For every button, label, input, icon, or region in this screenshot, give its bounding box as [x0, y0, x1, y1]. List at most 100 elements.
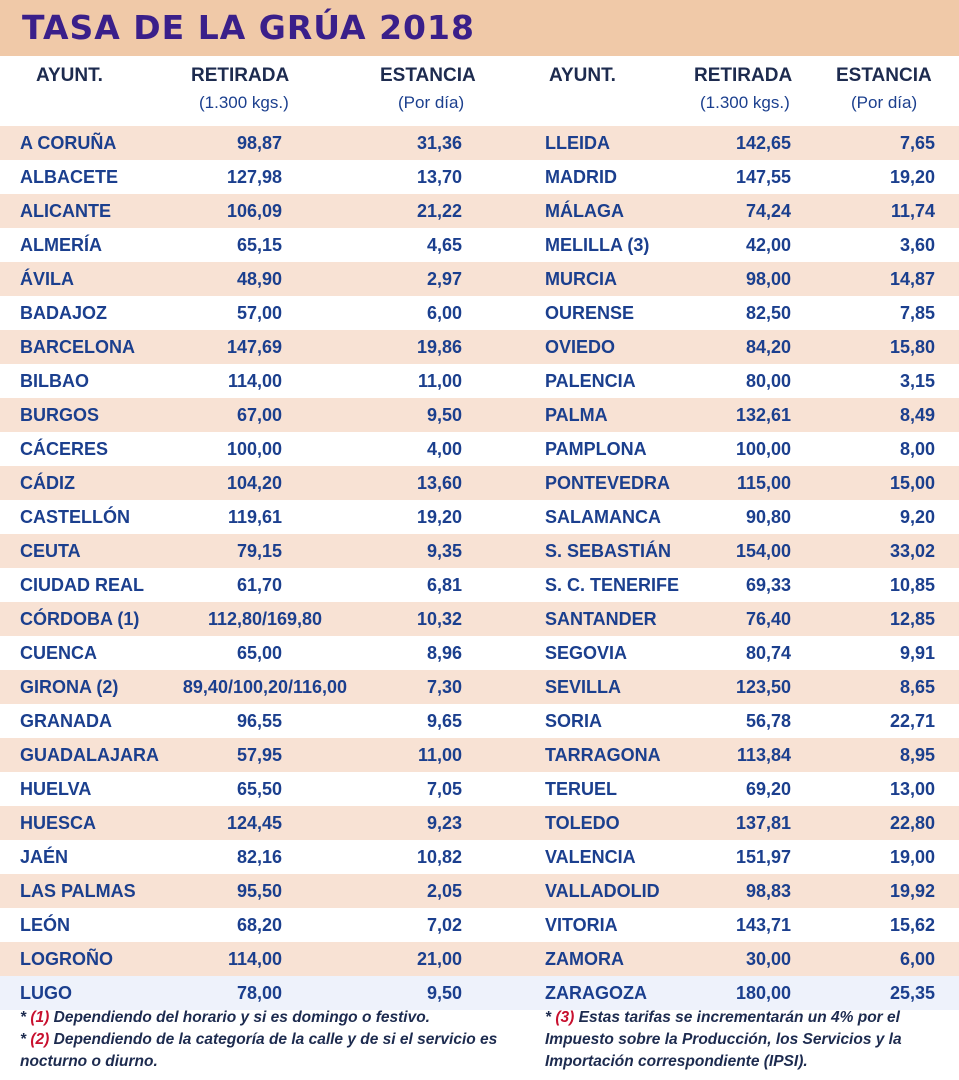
- cell-ayunt-right: PONTEVEDRA: [545, 473, 671, 493]
- cell-estancia-left: 9,50: [426, 983, 462, 1003]
- cell-estancia-left: 10,32: [416, 609, 462, 629]
- footnote-2-mark: (2): [30, 1031, 50, 1048]
- cell-retirada-right: 142,65: [735, 133, 791, 153]
- cell-ayunt-right: TERUEL: [545, 779, 617, 799]
- cell-retirada-left: 61,70: [236, 575, 282, 595]
- cell-retirada-right: 74,24: [745, 201, 791, 221]
- cell-retirada-right: 69,33: [745, 575, 791, 595]
- table-row: ALICANTE 106,09 21,22 MÁLAGA 74,24 11,74: [0, 194, 959, 228]
- cell-ayunt-left: CEUTA: [20, 541, 81, 561]
- cell-retirada-right: 69,20: [745, 779, 791, 799]
- table-row: BARCELONA 147,69 19,86 OVIEDO 84,20 15,80: [0, 330, 959, 364]
- cell-ayunt-right: MÁLAGA: [545, 201, 624, 221]
- table-row: CÓRDOBA (1) 112,80/169,80 10,32 SANTANDER 76…: [0, 602, 959, 636]
- cell-estancia-right: 8,00: [899, 439, 935, 459]
- cell-ayunt-left: BILBAO: [20, 371, 89, 391]
- table-row: CASTELLÓN 119,61 19,20 SALAMANCA 90,80 9,20: [0, 500, 959, 534]
- footnote-1-mark: (1): [30, 1009, 50, 1026]
- cell-ayunt-right: ZARAGOZA: [545, 983, 647, 1003]
- cell-retirada-left: 112,80/169,80: [207, 609, 323, 629]
- cell-estancia-right: 22,71: [889, 711, 935, 731]
- cell-retirada-right: 80,00: [745, 371, 791, 391]
- footnote-1: * (1) Dependiendo del horario y si es do…: [20, 1009, 430, 1026]
- table-row: GRANADA 96,55 9,65 SORIA 56,78 22,71: [0, 704, 959, 738]
- cell-estancia-left: 9,65: [426, 711, 462, 731]
- cell-estancia-left: 8,96: [426, 643, 462, 663]
- cell-ayunt-left: HUELVA: [20, 779, 92, 799]
- cell-ayunt-right: OVIEDO: [545, 337, 616, 357]
- cell-retirada-left: 98,87: [236, 133, 282, 153]
- cell-retirada-left: 104,20: [226, 473, 282, 493]
- cell-ayunt-left: HUESCA: [20, 813, 97, 833]
- cell-retirada-right: 30,00: [745, 949, 791, 969]
- cell-retirada-right: 113,84: [736, 745, 791, 765]
- cell-retirada-right: 143,71: [735, 915, 791, 935]
- cell-retirada-right: 82,50: [745, 303, 791, 323]
- cell-retirada-right: 42,00: [745, 235, 791, 255]
- cell-ayunt-left: CIUDAD REAL: [20, 575, 144, 595]
- cell-retirada-left: 124,45: [226, 813, 282, 833]
- cell-ayunt-left: GRANADA: [20, 711, 112, 731]
- table-row: ALBACETE 127,98 13,70 MADRID 147,55 19,20: [0, 160, 959, 194]
- cell-retirada-left: 114,00: [227, 949, 282, 969]
- footnote-3: * (3) Estas tarifas se incrementarán un …: [545, 1009, 902, 1070]
- cell-ayunt-right: LLEIDA: [545, 133, 610, 153]
- cell-ayunt-right: PAMPLONA: [545, 439, 647, 459]
- cell-retirada-left: 65,15: [236, 235, 282, 255]
- table-row: CEUTA 79,15 9,35 S. SEBASTIÁN 154,00 33,02: [0, 534, 959, 568]
- cell-ayunt-left: LAS PALMAS: [20, 881, 136, 901]
- cell-retirada-right: 137,81: [735, 813, 791, 833]
- cell-estancia-left: 19,86: [416, 337, 462, 357]
- cell-retirada-right: 84,20: [745, 337, 791, 357]
- table-row: GIRONA (2) 89,40/100,20/116,00 7,30 SEVILLA…: [0, 670, 959, 704]
- cell-retirada-left: 147,69: [226, 337, 282, 357]
- cell-retirada-left: 78,00: [236, 983, 282, 1003]
- cell-retirada-right: 115,00: [736, 473, 791, 493]
- table-row: CUENCA 65,00 8,96 SEGOVIA 80,74 9,91: [0, 636, 959, 670]
- cell-estancia-right: 19,20: [889, 167, 935, 187]
- cell-estancia-right: 25,35: [889, 983, 935, 1003]
- table-row: BILBAO 114,00 11,00 PALENCIA 80,00 3,15: [0, 364, 959, 398]
- cell-retirada-right: 123,50: [735, 677, 791, 697]
- cell-ayunt-right: MURCIA: [545, 269, 617, 289]
- cell-estancia-left: 4,65: [426, 235, 462, 255]
- cell-estancia-left: 13,70: [416, 167, 462, 187]
- cell-retirada-right: 154,00: [735, 541, 791, 561]
- footnotes-left: * (1) Dependiendo del horario y si es do…: [20, 1007, 520, 1073]
- cell-estancia-right: 3,15: [899, 371, 935, 391]
- cell-estancia-left: 21,22: [416, 201, 462, 221]
- cell-retirada-right: 98,83: [745, 881, 791, 901]
- table-row: LOGROÑO 114,00 21,00 ZAMORA 30,00 6,00: [0, 942, 959, 976]
- cell-ayunt-left: BARCELONA: [20, 337, 135, 357]
- header-retirada-left: RETIRADA: [191, 65, 290, 86]
- cell-ayunt-left: GUADALAJARA: [20, 745, 159, 765]
- cell-ayunt-right: SEGOVIA: [545, 643, 628, 663]
- table-row: ALMERÍA 65,15 4,65 MELILLA (3) 42,00 3,60: [0, 228, 959, 262]
- cell-ayunt-left: ALMERÍA: [20, 235, 102, 255]
- cell-estancia-right: 7,85: [899, 303, 935, 323]
- cell-ayunt-left: LEÓN: [20, 915, 71, 935]
- cell-retirada-left: 68,20: [236, 915, 282, 935]
- cell-estancia-right: 8,49: [899, 405, 935, 425]
- cell-retirada-right: 100,00: [735, 439, 791, 459]
- cell-estancia-left: 4,00: [426, 439, 462, 459]
- cell-retirada-left: 127,98: [226, 167, 282, 187]
- table-row: LEÓN 68,20 7,02 VITORIA 143,71 15,62: [0, 908, 959, 942]
- cell-estancia-right: 8,65: [899, 677, 935, 697]
- cell-retirada-right: 98,00: [745, 269, 791, 289]
- cell-ayunt-right: VALENCIA: [545, 847, 636, 867]
- cell-estancia-right: 11,74: [890, 201, 935, 221]
- cell-retirada-right: 90,80: [745, 507, 791, 527]
- cell-ayunt-right: TARRAGONA: [545, 745, 661, 765]
- cell-retirada-right: 80,74: [745, 643, 791, 663]
- cell-ayunt-right: S. SEBASTIÁN: [545, 541, 672, 561]
- tariff-table: A CORUÑA 98,87 31,36 LLEIDA 142,65 7,65 ALBACE…: [0, 126, 959, 1010]
- cell-retirada-left: 106,09: [226, 201, 282, 221]
- cell-ayunt-left: A CORUÑA: [20, 133, 117, 153]
- header-ayunt-right: AYUNT.: [549, 65, 616, 86]
- cell-estancia-right: 19,92: [889, 881, 935, 901]
- table-row: CIUDAD REAL 61,70 6,81 S. C. TENERIFE 69,33 1…: [0, 568, 959, 602]
- cell-estancia-right: 15,00: [889, 473, 935, 493]
- cell-retirada-left: 65,50: [236, 779, 282, 799]
- cell-estancia-left: 31,36: [416, 133, 462, 153]
